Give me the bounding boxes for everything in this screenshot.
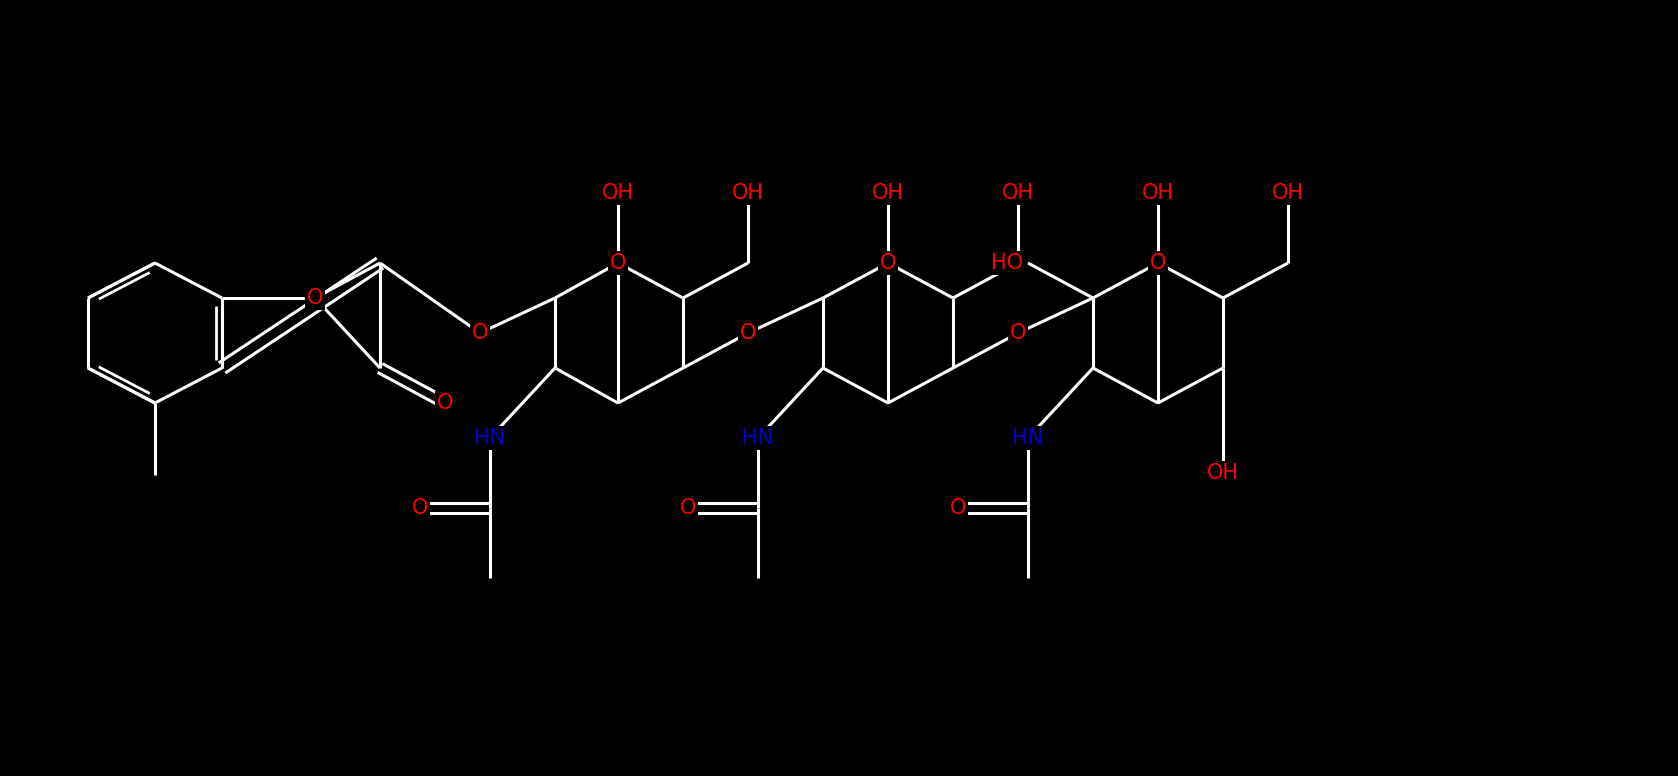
Text: OH: OH	[1002, 183, 1034, 203]
Text: O: O	[879, 253, 896, 273]
Text: HN: HN	[742, 428, 774, 448]
Text: HN: HN	[475, 428, 505, 448]
Text: OH: OH	[732, 183, 763, 203]
Text: O: O	[950, 498, 967, 518]
Text: OH: OH	[1272, 183, 1304, 203]
Text: OH: OH	[1206, 463, 1238, 483]
Text: O: O	[436, 393, 453, 413]
Text: O: O	[609, 253, 626, 273]
Text: O: O	[740, 323, 757, 343]
Text: OH: OH	[873, 183, 904, 203]
Text: O: O	[411, 498, 428, 518]
Text: O: O	[307, 288, 324, 308]
Text: O: O	[1010, 323, 1027, 343]
Text: HO: HO	[992, 253, 1024, 273]
Text: O: O	[1149, 253, 1166, 273]
Text: OH: OH	[602, 183, 634, 203]
Text: O: O	[472, 323, 488, 343]
Text: OH: OH	[1143, 183, 1175, 203]
Text: HN: HN	[1012, 428, 1044, 448]
Text: O: O	[680, 498, 696, 518]
